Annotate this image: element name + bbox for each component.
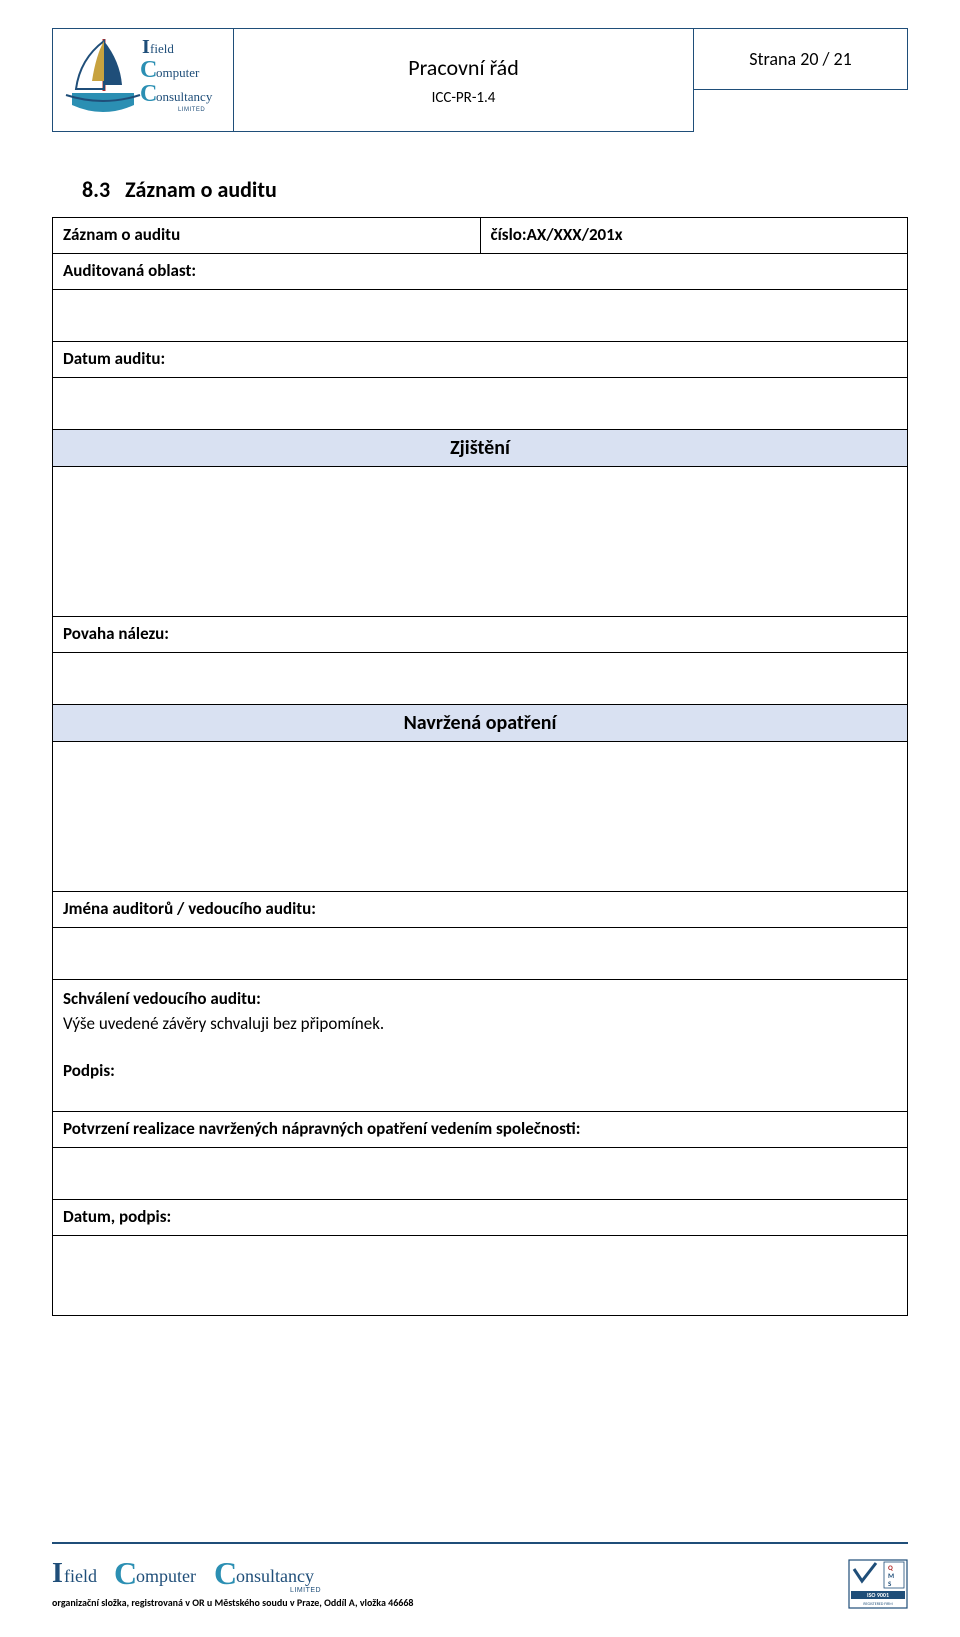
approval-label: Schválení vedoucího auditu: xyxy=(63,988,897,1009)
svg-text:C: C xyxy=(140,81,157,107)
audit-form-table: Záznam o auditu číslo:AX/XXX/201x Audito… xyxy=(52,217,908,1316)
header-logo-cell: I field C omputer C onsultancy LIMITED xyxy=(52,28,234,132)
audit-date-value xyxy=(53,378,908,430)
approval-cell: Schválení vedoucího auditu: Výše uvedené… xyxy=(53,980,908,1112)
svg-text:C: C xyxy=(114,1555,137,1591)
header-page-cell: Strana 20 / 21 xyxy=(694,28,908,90)
svg-text:REGISTERED FIRM: REGISTERED FIRM xyxy=(863,1602,893,1607)
document-code: ICC-PR-1.4 xyxy=(432,89,496,107)
company-logo-icon: I field C omputer C onsultancy LIMITED xyxy=(58,33,228,125)
footer-rule xyxy=(52,1542,908,1544)
page-header: I field C omputer C onsultancy LIMITED P… xyxy=(52,28,908,132)
audit-date-label: Datum auditu: xyxy=(53,342,908,378)
audited-area-label: Auditovaná oblast: xyxy=(53,254,908,290)
svg-text:ISO 9001: ISO 9001 xyxy=(867,1591,889,1599)
page-number: Strana 20 / 21 xyxy=(749,48,852,70)
header-title-cell: Pracovní řád ICC-PR-1.4 xyxy=(234,28,694,132)
findings-value xyxy=(53,467,908,617)
svg-text:C: C xyxy=(140,57,157,83)
iso-certification-icon: Q M S ISO 9001 REGISTERED FIRM xyxy=(848,1559,908,1609)
footer-registration: organizační složka, registrovaná v OR u … xyxy=(52,1596,413,1609)
auditors-value xyxy=(53,928,908,980)
record-label: Záznam o auditu xyxy=(53,218,481,254)
number-label: číslo:AX/XXX/201x xyxy=(480,218,908,254)
svg-text:LIMITED: LIMITED xyxy=(178,107,205,113)
auditors-label: Jména auditorů / vedoucího auditu: xyxy=(53,892,908,928)
svg-text:onsultancy: onsultancy xyxy=(156,89,213,104)
findings-header: Zjištění xyxy=(53,430,908,467)
nature-value xyxy=(53,653,908,705)
page-footer: I field C omputer C onsultancy LIMITED o… xyxy=(52,1542,908,1609)
svg-text:field: field xyxy=(64,1566,97,1586)
proposed-header: Navržená opatření xyxy=(53,705,908,742)
svg-text:omputer: omputer xyxy=(156,65,200,80)
date-signature-label: Datum, podpis: xyxy=(53,1200,908,1236)
svg-text:LIMITED: LIMITED xyxy=(290,1587,321,1594)
confirmation-label: Potvrzení realizace navržených nápravnýc… xyxy=(53,1112,908,1148)
footer-left: I field C omputer C onsultancy LIMITED o… xyxy=(52,1554,413,1609)
svg-text:field: field xyxy=(150,41,174,56)
audited-area-value xyxy=(53,290,908,342)
section-heading: 8.3 Záznam o auditu xyxy=(82,176,908,203)
svg-text:onsultancy: onsultancy xyxy=(236,1566,314,1586)
section-number: 8.3 xyxy=(82,176,110,203)
approval-text: Výše uvedené závěry schvaluji bez připom… xyxy=(63,1013,897,1034)
date-signature-value xyxy=(53,1236,908,1316)
svg-text:I: I xyxy=(142,36,150,58)
svg-text:C: C xyxy=(214,1555,237,1591)
footer-company-logo-icon: I field C omputer C onsultancy LIMITED xyxy=(52,1554,352,1594)
signature-label: Podpis: xyxy=(63,1060,897,1081)
nature-label: Povaha nálezu: xyxy=(53,617,908,653)
section-title: Záznam o auditu xyxy=(125,176,277,203)
svg-text:omputer: omputer xyxy=(136,1566,196,1586)
document-title: Pracovní řád xyxy=(408,54,519,81)
proposed-value xyxy=(53,742,908,892)
confirmation-value xyxy=(53,1148,908,1200)
svg-text:I: I xyxy=(52,1558,63,1589)
